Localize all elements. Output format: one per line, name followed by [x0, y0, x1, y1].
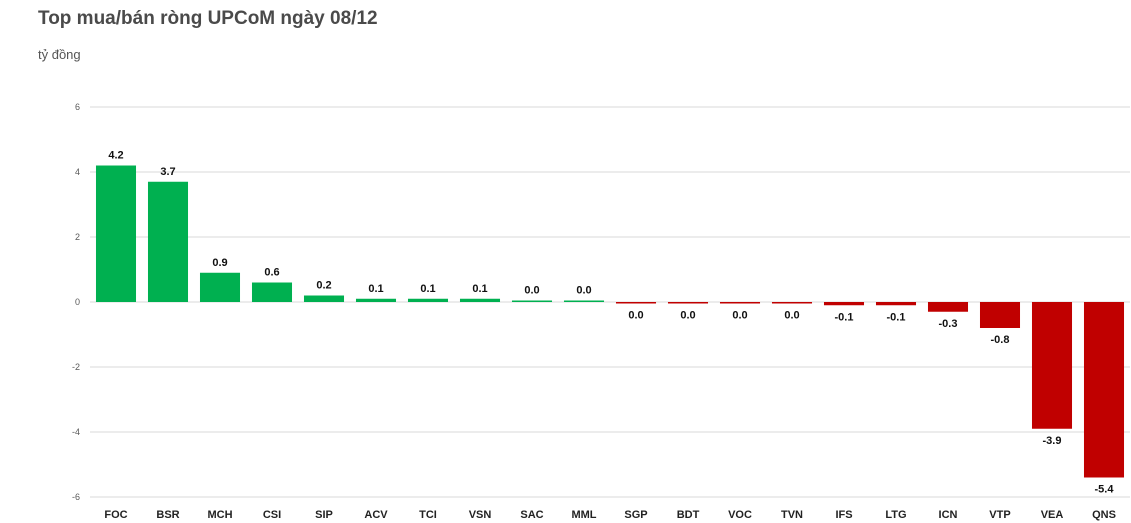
x-tick-label: SAC [520, 509, 543, 521]
data-label: 0.0 [576, 285, 591, 297]
x-tick-label: SGP [624, 509, 647, 521]
data-label: -3.9 [1043, 435, 1062, 447]
y-tick-label: -2 [72, 362, 80, 372]
x-tick-label: CSI [263, 509, 281, 521]
y-tick-label: 0 [75, 297, 80, 307]
data-label: -0.3 [939, 318, 958, 330]
data-labels: 4.2 3.7 0.9 0.6 0.2 0.1 0.1 0.1 0.0 0.0 0.0 0.0 0.0 0… [108, 150, 1114, 496]
data-label: 0.0 [628, 310, 643, 322]
x-tick-label: FOC [104, 509, 127, 521]
x-tick-label: TVN [781, 509, 803, 521]
data-label: -0.8 [991, 334, 1010, 346]
x-tick-label: ICN [939, 509, 958, 521]
x-tick-label: IFS [835, 509, 852, 521]
gridlines [90, 106, 1130, 498]
x-tick-label: VOC [728, 509, 752, 521]
bar-sip [303, 295, 345, 302]
data-label: 3.7 [160, 166, 175, 178]
data-label: 0.6 [264, 267, 279, 279]
x-tick-label: TCI [419, 509, 437, 521]
y-tick-label: 6 [75, 102, 80, 112]
bar-mch [199, 272, 241, 302]
bars [95, 165, 1125, 478]
bar-ifs [823, 302, 865, 306]
y-tick-label: 4 [75, 167, 80, 177]
x-tick-label: MML [571, 509, 596, 521]
x-axis: FOC BSR MCH CSI SIP ACV TCI VSN SAC MML SGP BDT VOC T… [104, 509, 1116, 521]
bar-icn [927, 302, 969, 312]
bar-foc [95, 165, 137, 302]
chart-title: Top mua/bán ròng UPCoM ngày 08/12 [38, 8, 378, 29]
x-tick-label: LTG [885, 509, 906, 521]
x-tick-label: VEA [1041, 509, 1064, 521]
x-tick-label: VTP [989, 509, 1010, 521]
data-label: 0.1 [368, 283, 383, 295]
y-axis: 6 4 2 0 -2 -4 -6 [72, 102, 80, 502]
bar-sac [511, 300, 553, 302]
y-tick-label: 2 [75, 232, 80, 242]
bar-tvn [771, 302, 813, 304]
data-label: -0.1 [835, 311, 854, 323]
x-tick-label: BDT [677, 509, 700, 521]
x-tick-label: QNS [1092, 509, 1116, 521]
data-label: 4.2 [108, 150, 123, 162]
data-label: 0.0 [732, 310, 747, 322]
x-tick-label: ACV [364, 509, 388, 521]
bar-vtp [979, 302, 1021, 328]
y-tick-label: -4 [72, 427, 80, 437]
y-tick-label: -6 [72, 492, 80, 502]
data-label: 0.9 [212, 257, 227, 269]
data-label: 0.2 [316, 280, 331, 292]
data-label: 0.1 [420, 283, 435, 295]
x-tick-label: MCH [207, 509, 232, 521]
bar-qns [1083, 302, 1125, 478]
x-tick-label: BSR [156, 509, 179, 521]
bar-bsr [147, 181, 189, 302]
bar-acv [355, 298, 397, 302]
data-label: -5.4 [1095, 484, 1115, 496]
bar-bdt [667, 302, 709, 304]
bar-ltg [875, 302, 917, 306]
bar-sgp [615, 302, 657, 304]
data-label: -0.1 [887, 311, 906, 323]
bar-csi [251, 282, 293, 302]
x-tick-label: SIP [315, 509, 333, 521]
bar-voc [719, 302, 761, 304]
data-label: 0.0 [680, 310, 695, 322]
data-label: 0.0 [524, 285, 539, 297]
bar-vea [1031, 302, 1073, 429]
data-label: 0.1 [472, 283, 487, 295]
data-label: 0.0 [784, 310, 799, 322]
x-tick-label: VSN [469, 509, 492, 521]
bar-tci [407, 298, 449, 302]
unit-label: tỷ đồng [38, 47, 81, 62]
bar-mml [563, 300, 605, 302]
bar-vsn [459, 298, 501, 302]
